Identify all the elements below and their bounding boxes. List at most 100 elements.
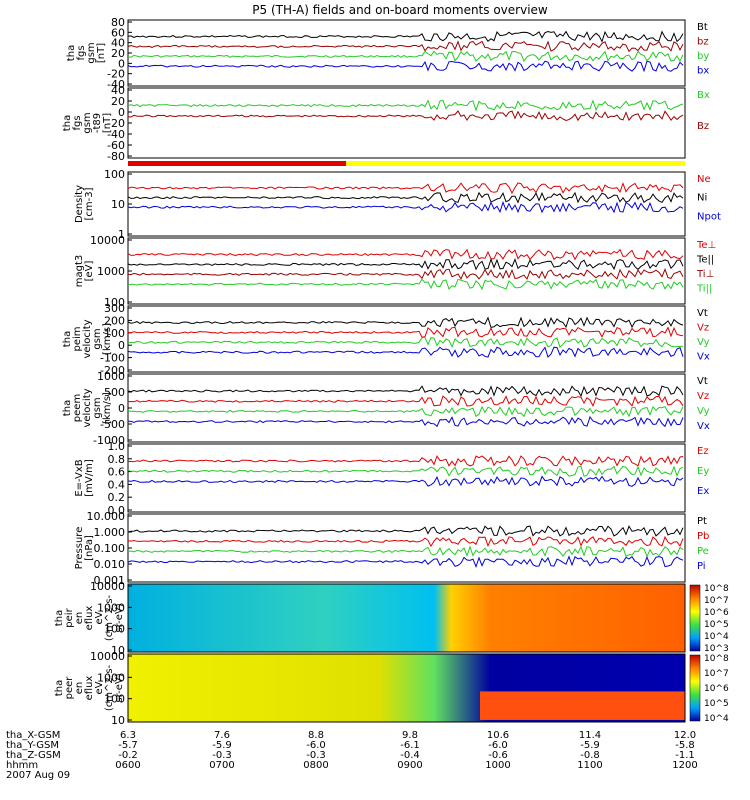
- footer-value: -5.9: [212, 740, 232, 751]
- y-tick-label: 10: [111, 644, 125, 657]
- y-tick-label: -20: [107, 117, 125, 130]
- footer-value: 8.8: [308, 730, 324, 741]
- colorbar-tick-label: 10^5: [704, 620, 729, 630]
- panel-3: 100 10 1 Density[cm-3] Ne Ni Npot: [74, 168, 721, 241]
- series-line-Bz: [127, 110, 684, 122]
- footer-value: 9.8: [402, 730, 418, 741]
- y-tick-label: 1: [118, 228, 125, 241]
- y-tick-label: 100: [104, 623, 125, 636]
- footer-value: -6.0: [306, 740, 326, 751]
- y-tick-label: 100: [104, 327, 125, 340]
- colorbar-tick-label: 10^6: [704, 684, 729, 694]
- series-line-Ti⊥: [127, 268, 684, 281]
- footer-value: 7.6: [214, 730, 230, 741]
- y-tick-label: 0.001: [94, 574, 126, 587]
- colorbar: 10^8 10^7 10^6 10^5 10^4: [689, 654, 729, 724]
- y-tick-label: 1000: [97, 671, 125, 684]
- series-line-by: [128, 50, 684, 63]
- y-tick-label: -40: [107, 128, 125, 141]
- footer-row-label: tha_Y-GSM: [6, 740, 59, 751]
- y-axis-label: Density[cm-3]: [74, 185, 95, 223]
- panel-frame: [127, 443, 686, 513]
- series-line-Pi: [127, 555, 684, 569]
- y-tick-label: -100: [100, 352, 125, 365]
- series-line-Te||: [127, 257, 684, 271]
- footer-value: 10.6: [487, 730, 509, 741]
- legend-entry: Ey: [697, 466, 709, 477]
- legend-entry: Pt: [697, 516, 707, 527]
- y-tick-label: 100: [104, 168, 125, 181]
- y-tick-label: 10000: [90, 234, 125, 247]
- footer-value: 0900: [397, 760, 422, 771]
- footer-value: 1100: [577, 760, 602, 771]
- footer-value: -5.7: [118, 740, 138, 751]
- footer-value: 1200: [672, 760, 697, 771]
- panel-frame: [127, 583, 686, 653]
- y-tick-label: 40: [111, 84, 125, 97]
- y-tick-label: 0.0: [108, 504, 126, 517]
- footer-row-label: tha_X-GSM: [6, 730, 60, 741]
- legend-entry: Vx: [697, 421, 710, 432]
- panel-frame: [127, 653, 686, 723]
- panel-8: 10.000 1.000 0.100 0.010 0.001 Pressure[nPa] P…: [74, 510, 709, 587]
- series-line-Npot: [127, 200, 684, 214]
- y-axis-label: E=-VxB[mV/m]: [74, 459, 95, 497]
- panel-frame: [127, 237, 686, 305]
- legend-entry: Vt: [697, 376, 708, 387]
- legend-entry: Vy: [697, 406, 710, 417]
- y-tick-label: 0.2: [108, 491, 126, 504]
- y-tick-label: 0: [118, 106, 125, 119]
- footer-value: -6.0: [488, 740, 508, 751]
- y-tick-label: 60: [111, 26, 125, 39]
- y-tick-label: 20: [111, 47, 125, 60]
- footer-value: -0.8: [580, 750, 600, 761]
- series-line-Vt: [127, 385, 684, 398]
- y-tick-label: -200: [100, 364, 125, 377]
- y-tick-label: 200: [104, 314, 125, 327]
- series-line-Ez: [127, 454, 684, 467]
- legend-entry: Vy: [697, 337, 710, 348]
- footer-value: -1.1: [675, 750, 695, 761]
- y-tick-label: 0: [118, 57, 125, 70]
- footer-value: 12.0: [674, 730, 696, 741]
- series-line-Pb: [127, 535, 684, 548]
- y-tick-label: -40: [107, 78, 125, 91]
- footer-value: -0.3: [306, 750, 326, 761]
- y-tick-label: 500: [104, 386, 125, 399]
- legend-entry: Vz: [697, 323, 709, 334]
- y-tick-label: 1000: [97, 370, 125, 383]
- series-line-Te⊥: [127, 248, 684, 261]
- y-tick-label: 0: [118, 402, 125, 415]
- legend-entry: Npot: [697, 211, 721, 222]
- footer-value: 11.4: [579, 730, 601, 741]
- series-line-Vx: [127, 346, 684, 358]
- y-tick-label: 0.4: [108, 478, 126, 491]
- series-line-Ti||: [127, 278, 684, 291]
- footer-date: 2007 Aug 09: [6, 770, 70, 781]
- legend-entry: Te⊥: [696, 240, 716, 251]
- series-line-Vy: [127, 405, 684, 418]
- series-line-bz: [127, 40, 684, 53]
- series-line-Ni: [127, 191, 684, 204]
- colorbar-tick-label: 10^4: [704, 714, 729, 724]
- footer-value: -5.8: [675, 740, 695, 751]
- panel-frame: [127, 19, 686, 87]
- colorbar-tick-label: 10^7: [704, 596, 729, 606]
- y-tick-label: 1000: [97, 265, 125, 278]
- y-tick-label: 300: [104, 302, 125, 315]
- y-tick-label: 0: [118, 339, 125, 352]
- legend-entry: Pe: [697, 546, 709, 557]
- footer-value: -6.1: [400, 740, 420, 751]
- panel-frame: [127, 373, 686, 443]
- colorbar-tick-label: 10^8: [704, 654, 729, 664]
- panel-frame: [127, 171, 686, 237]
- panel-10: 10^8 10^7 10^6 10^5 10^4 10000 1000 100 10 thapee…: [54, 650, 729, 727]
- colorbar: 10^8 10^7 10^6 10^5 10^4 10^3: [689, 584, 729, 654]
- footer-value: -0.6: [488, 750, 508, 761]
- panels: 806040200-20-40thafgsgsm[nT]Btbzbybx4020…: [54, 16, 729, 727]
- footer-value: -0.2: [118, 750, 138, 761]
- legend-entry: Bt: [697, 22, 708, 33]
- panel-frame: [127, 305, 686, 373]
